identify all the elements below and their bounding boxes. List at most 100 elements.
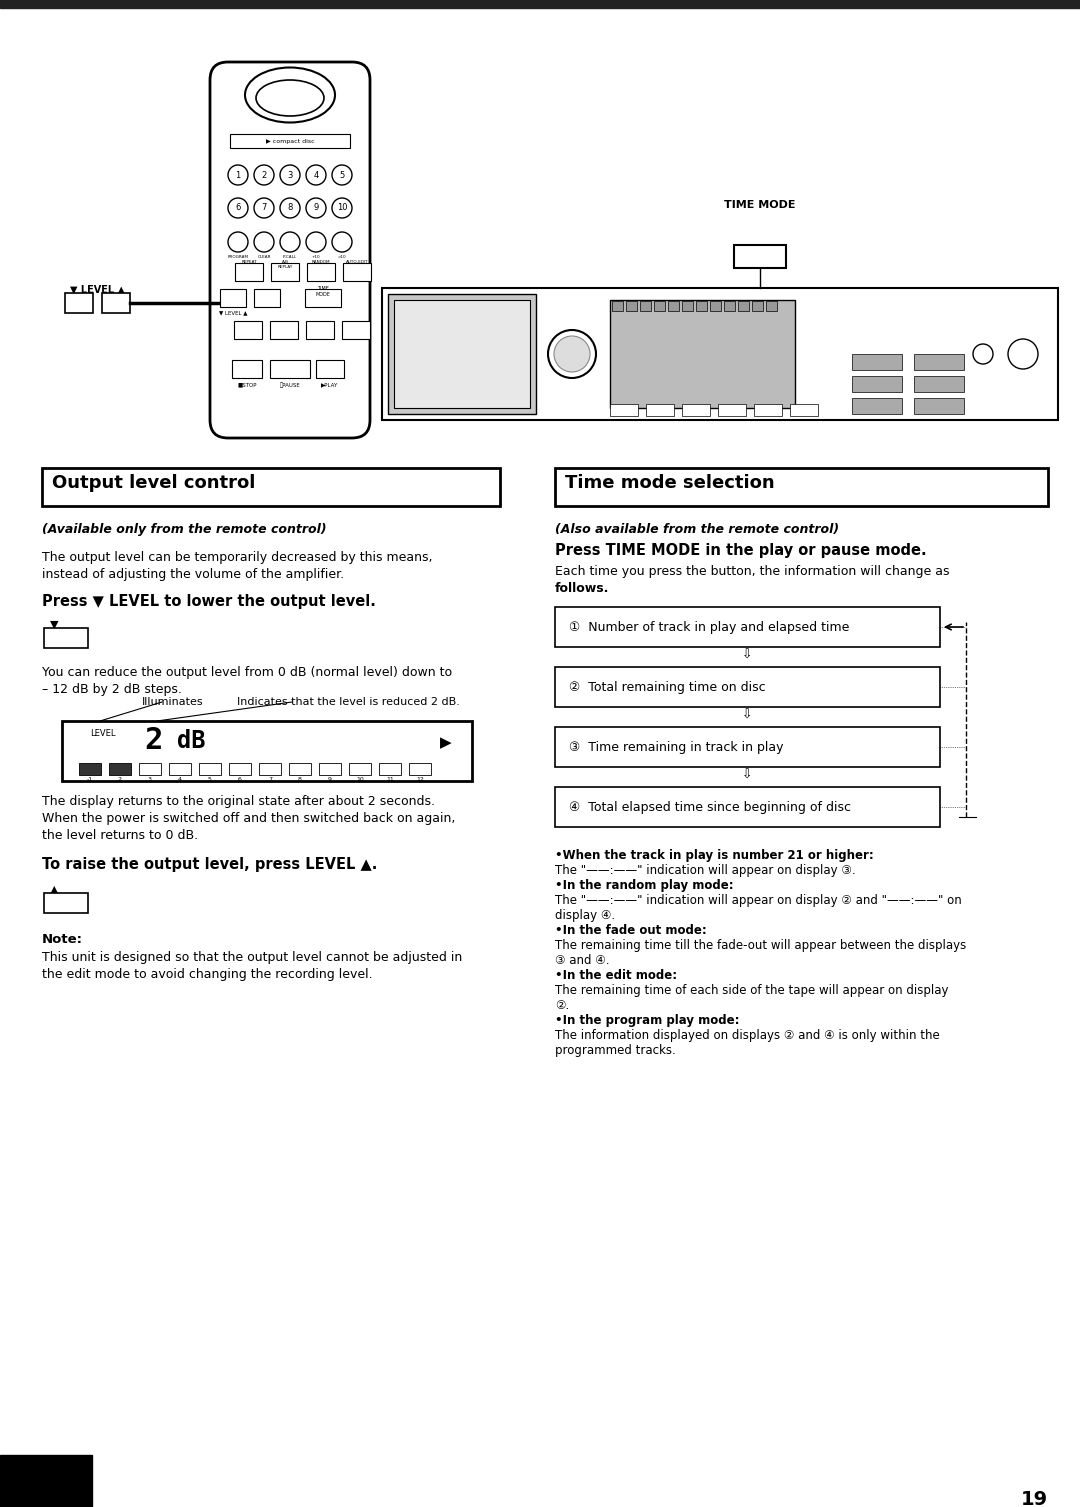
Text: •In the edit mode:: •In the edit mode: (555, 969, 677, 983)
Text: ▶ compact disc: ▶ compact disc (266, 139, 314, 143)
Text: 7: 7 (268, 778, 272, 782)
Text: 3: 3 (148, 778, 152, 782)
Text: The "——:——" indication will appear on display ③.: The "——:——" indication will appear on di… (555, 864, 855, 877)
Bar (710, 301, 721, 310)
Bar (342, 321, 370, 339)
Bar (79, 763, 102, 775)
Bar (232, 360, 262, 378)
Bar (139, 763, 161, 775)
Text: +10: +10 (312, 255, 321, 259)
Bar (319, 763, 341, 775)
Text: (Available only from the remote control): (Available only from the remote control) (42, 523, 326, 536)
Bar (42, 469, 500, 506)
Text: display ④.: display ④. (555, 909, 616, 922)
Bar (612, 301, 623, 310)
Text: ③  Time remaining in track in play: ③ Time remaining in track in play (569, 740, 783, 754)
Text: 10: 10 (337, 203, 348, 212)
Bar (718, 404, 746, 416)
Text: ⇩: ⇩ (742, 708, 752, 722)
Bar (626, 301, 637, 310)
Text: ①  Number of track in play and elapsed time: ① Number of track in play and elapsed ti… (569, 621, 849, 633)
Bar (646, 404, 674, 416)
Bar (270, 321, 298, 339)
Bar (852, 354, 902, 371)
Bar (349, 763, 372, 775)
Bar (62, 720, 472, 781)
Circle shape (306, 232, 326, 252)
Text: 8: 8 (287, 203, 293, 212)
Bar (235, 264, 264, 280)
Circle shape (228, 197, 248, 219)
Bar (789, 404, 818, 416)
Bar (343, 264, 372, 280)
Bar (738, 301, 750, 310)
Text: ⇩: ⇩ (742, 650, 752, 662)
Text: follows.: follows. (555, 582, 609, 595)
Text: (Also available from the remote control): (Also available from the remote control) (555, 523, 839, 536)
Text: programmed tracks.: programmed tracks. (555, 1044, 676, 1056)
Circle shape (306, 197, 326, 219)
Text: The "——:——" indication will appear on display ② and "——:——" on: The "——:——" indication will appear on di… (555, 894, 962, 907)
Text: dB: dB (177, 729, 205, 754)
Circle shape (548, 330, 596, 378)
Text: >10: >10 (338, 255, 347, 259)
Circle shape (332, 164, 352, 185)
Text: ②  Total remaining time on disc: ② Total remaining time on disc (569, 681, 766, 693)
Circle shape (254, 232, 274, 252)
Text: •When the track in play is number 21 or higher:: •When the track in play is number 21 or … (555, 848, 874, 862)
Text: Press ▼ LEVEL to lower the output level.: Press ▼ LEVEL to lower the output level. (42, 594, 376, 609)
Text: REPEAT: REPEAT (241, 261, 257, 264)
Text: A-B
REPLAY: A-B REPLAY (278, 261, 293, 268)
Circle shape (254, 164, 274, 185)
Bar (220, 289, 246, 307)
Circle shape (332, 232, 352, 252)
Circle shape (306, 164, 326, 185)
Bar (766, 301, 777, 310)
Bar (555, 668, 940, 707)
Text: ②.: ②. (555, 999, 569, 1013)
Circle shape (228, 232, 248, 252)
Bar (640, 301, 651, 310)
Bar (852, 398, 902, 414)
Bar (270, 360, 310, 378)
Bar (669, 301, 679, 310)
Text: P-CALL: P-CALL (283, 255, 297, 259)
Text: TIME
MODE: TIME MODE (315, 286, 330, 297)
Bar (752, 301, 762, 310)
Bar (234, 321, 262, 339)
Bar (681, 404, 710, 416)
Bar (254, 289, 280, 307)
Text: •In the fade out mode:: •In the fade out mode: (555, 924, 706, 937)
Bar (65, 292, 93, 313)
Bar (229, 763, 251, 775)
Bar (610, 300, 795, 408)
Text: 4: 4 (313, 170, 319, 179)
Ellipse shape (245, 68, 335, 122)
Text: – 12 dB by 2 dB steps.: – 12 dB by 2 dB steps. (42, 683, 181, 696)
Text: When the power is switched off and then switched back on again,: When the power is switched off and then … (42, 812, 456, 824)
Bar (555, 469, 1048, 506)
Text: The remaining time till the fade-out will appear between the displays: The remaining time till the fade-out wil… (555, 939, 967, 952)
Bar (852, 377, 902, 392)
Bar (109, 763, 131, 775)
Bar (382, 288, 1058, 420)
Text: The display returns to the original state after about 2 seconds.: The display returns to the original stat… (42, 796, 435, 808)
Bar (168, 763, 191, 775)
Text: ▼ LEVEL ▲: ▼ LEVEL ▲ (219, 310, 247, 315)
Text: LEVEL: LEVEL (90, 729, 116, 738)
Text: TIME MODE: TIME MODE (725, 200, 796, 209)
Bar (734, 246, 786, 268)
Bar (681, 301, 693, 310)
Circle shape (973, 344, 993, 365)
Bar (289, 763, 311, 775)
Bar (409, 763, 431, 775)
Text: ③ and ④.: ③ and ④. (555, 954, 609, 967)
Bar (610, 404, 638, 416)
Text: 2: 2 (144, 726, 162, 755)
Bar (914, 377, 964, 392)
Bar (199, 763, 221, 775)
Text: the edit mode to avoid changing the recording level.: the edit mode to avoid changing the reco… (42, 967, 373, 981)
Bar (259, 763, 281, 775)
Text: 1: 1 (235, 170, 241, 179)
Text: 7: 7 (261, 203, 267, 212)
